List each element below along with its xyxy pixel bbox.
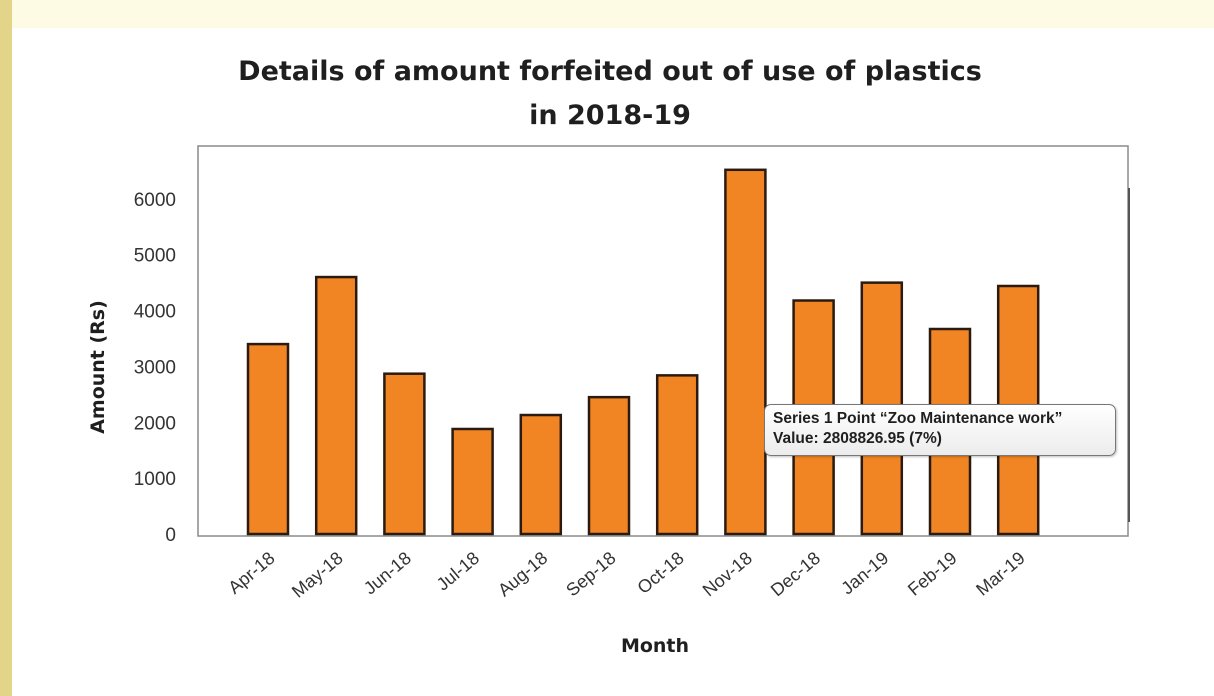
page-left-border	[0, 0, 12, 696]
chart-title-line-2: in 2018-19	[529, 100, 691, 131]
x-tick-label: Oct-18	[634, 548, 688, 598]
bar-may-18[interactable]	[314, 275, 358, 536]
x-tick-label: May-18	[288, 548, 347, 602]
x-tick-label: Sep-18	[562, 548, 619, 601]
x-tick-label: Apr-18	[224, 548, 278, 598]
y-tick-label: 6000	[134, 190, 176, 211]
x-tick-label: Mar-19	[972, 548, 1029, 600]
bar-oct-18[interactable]	[655, 374, 699, 536]
y-tick-label: 5000	[134, 246, 176, 267]
y-tick-label: 0	[165, 525, 176, 546]
bar-aug-18[interactable]	[519, 413, 563, 536]
bar-apr-18[interactable]	[246, 342, 290, 536]
x-tick-label: Feb-19	[904, 548, 961, 600]
x-tick-label: Dec-18	[767, 548, 824, 601]
x-tick-label: Aug-18	[494, 548, 551, 601]
y-tick-label: 1000	[134, 469, 176, 490]
data-point-tooltip: Series 1 Point “Zoo Maintenance work” Va…	[764, 404, 1116, 456]
x-tick-label: Jun-18	[360, 548, 415, 599]
tooltip-value-label: Value: 2808826.95 (7%)	[773, 430, 942, 447]
y-axis-title: Amount (Rs)	[87, 300, 109, 434]
x-axis-title: Month	[621, 635, 689, 657]
y-tick-label: 2000	[134, 413, 176, 434]
bar-nov-18[interactable]	[724, 168, 767, 536]
x-tick-label: Jan-19	[837, 548, 892, 599]
tooltip-series-label: Series 1 Point “Zoo Maintenance work”	[773, 410, 1063, 427]
x-tick-label: Nov-18	[699, 548, 756, 601]
bar-sep-18[interactable]	[587, 395, 631, 536]
y-tick-label: 3000	[134, 357, 176, 378]
x-tick-label: Jul-18	[433, 548, 483, 595]
chart-title-line-1: Details of amount forfeited out of use o…	[238, 56, 982, 87]
bar-jun-18[interactable]	[383, 372, 426, 536]
bar-jul-18[interactable]	[451, 427, 494, 536]
y-tick-label: 4000	[134, 302, 176, 323]
